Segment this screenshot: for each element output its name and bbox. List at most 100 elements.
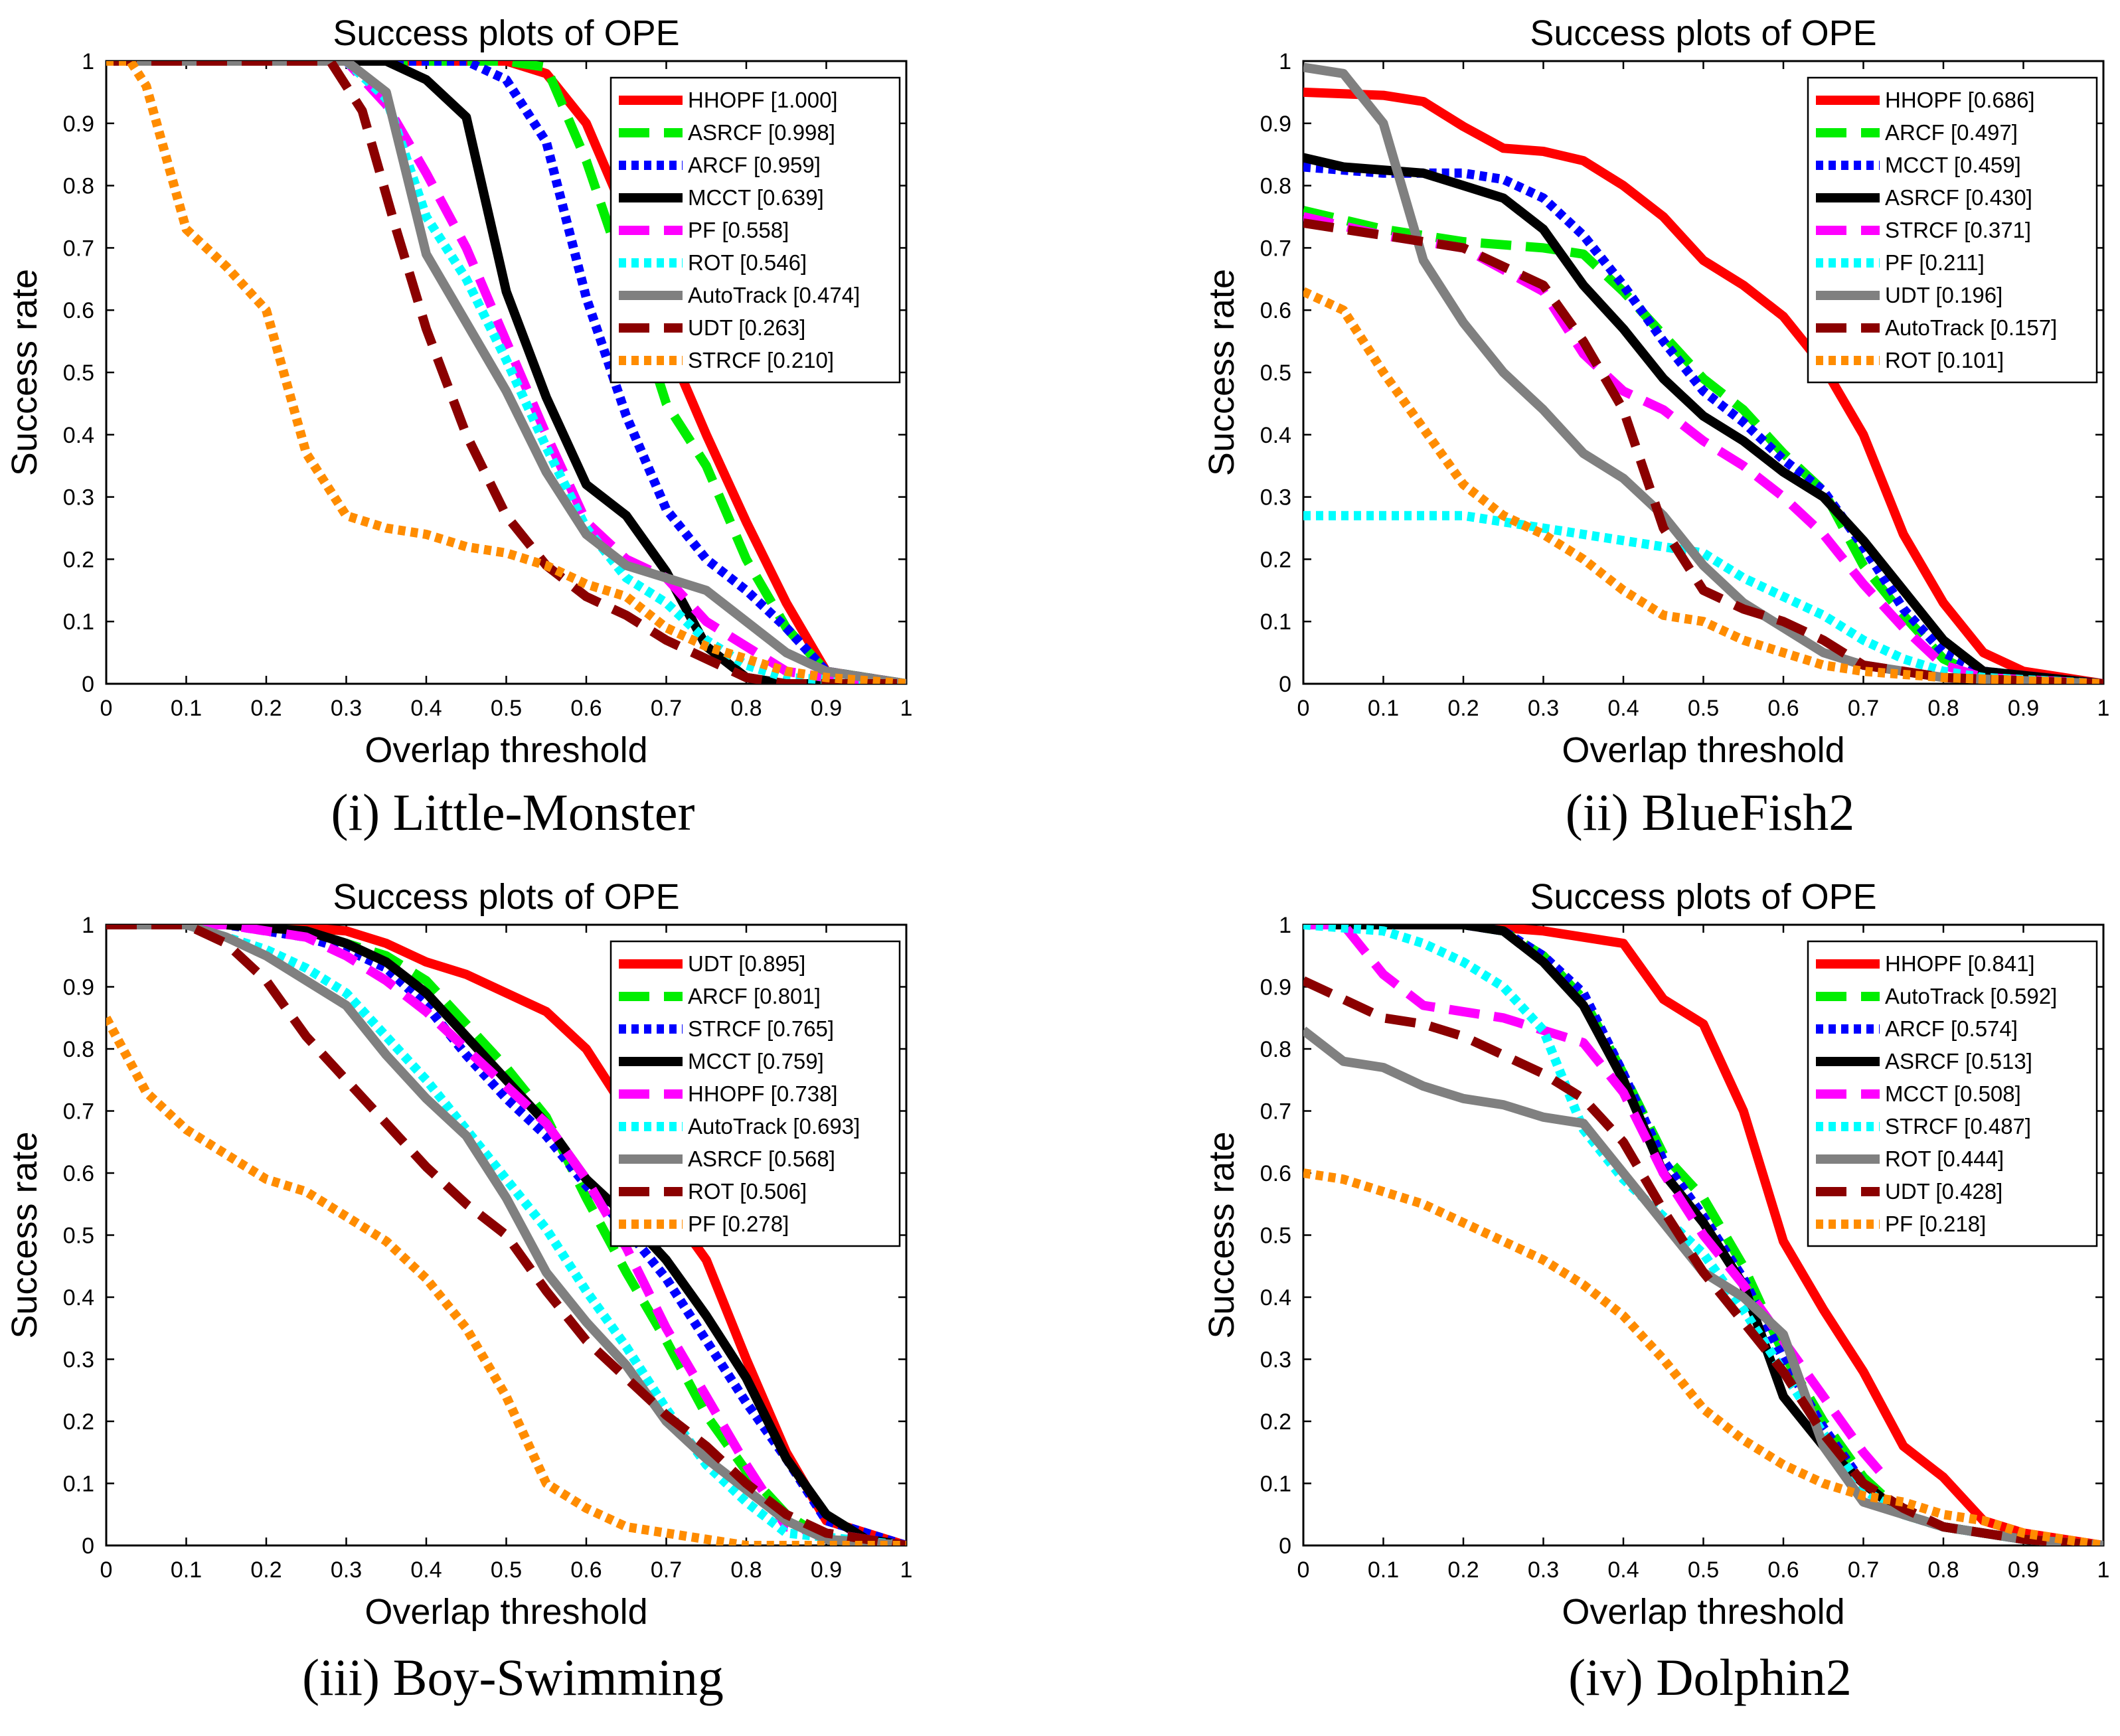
- x-tick-label: 0.4: [410, 1557, 442, 1583]
- y-tick-label: 0: [82, 1534, 94, 1559]
- panel-caption: (iv) Dolphin2: [1568, 1648, 1852, 1706]
- x-tick-label: 0.7: [651, 1557, 682, 1583]
- legend-entry: ASRCF [0.430]: [1885, 185, 2032, 210]
- legend-entry: ARCF [0.497]: [1885, 120, 2018, 145]
- legend-box: [610, 940, 901, 1247]
- x-tick-label: 0.3: [1528, 1557, 1559, 1583]
- legend-entry: AutoTrack [0.592]: [1885, 984, 2057, 1008]
- legend-entry: HHOPF [1.000]: [688, 88, 838, 112]
- series-line-asrcf: [1303, 153, 2103, 684]
- y-tick-label: 0.5: [63, 360, 94, 386]
- series-line-hhopf: [106, 925, 906, 1545]
- x-tick-label: 0.5: [491, 1557, 522, 1583]
- y-tick-label: 0.5: [63, 1223, 94, 1249]
- y-tick-label: 0.6: [1260, 298, 1291, 323]
- x-tick-label: 0.1: [1368, 696, 1399, 721]
- x-tick-label: 0: [1297, 696, 1310, 721]
- x-tick-label: 0.7: [1848, 696, 1879, 721]
- series-line-asrcf: [106, 61, 906, 684]
- x-tick-label: 0.9: [811, 1557, 842, 1583]
- series-line-hhopf: [1303, 87, 2103, 684]
- legend-entry: ARCF [0.574]: [1885, 1016, 2018, 1041]
- x-tick-label: 0.1: [171, 696, 202, 721]
- x-tick-label: 0.8: [1927, 1557, 1959, 1583]
- chart-title: Success plots of OPE: [1530, 13, 1876, 53]
- y-tick-label: 0.2: [1260, 547, 1291, 572]
- x-tick-label: 0.3: [331, 1557, 362, 1583]
- panel-caption: (ii) BlueFish2: [1566, 783, 1855, 841]
- y-tick-label: 0.3: [1260, 1348, 1291, 1373]
- legend-entry: ROT [0.444]: [1885, 1146, 2004, 1171]
- legend-entry: ROT [0.506]: [688, 1179, 807, 1204]
- y-tick-label: 0.1: [1260, 1472, 1291, 1497]
- legend: UDT [0.895] ARCF [0.801] STRCF [0.765] MCCT…: [610, 940, 901, 1247]
- chart-title: Success plots of OPE: [1530, 877, 1876, 917]
- y-axis-label: Success rate: [5, 1131, 44, 1338]
- x-tick-label: 0.4: [1607, 1557, 1639, 1583]
- y-tick-label: 0.6: [63, 1161, 94, 1186]
- y-axis-label: Success rate: [1202, 269, 1242, 476]
- series-line-pf: [1303, 1168, 2103, 1545]
- x-tick-label: 0.1: [171, 1557, 202, 1583]
- series-line-rot: [1303, 287, 2103, 684]
- x-tick-label: 0.8: [730, 696, 762, 721]
- x-tick-label: 1: [900, 696, 913, 721]
- x-tick-label: 0.7: [1848, 1557, 1879, 1583]
- legend-entry: PF [0.278]: [688, 1212, 789, 1236]
- legend-entry: HHOPF [0.738]: [688, 1081, 838, 1106]
- y-tick-label: 0.7: [1260, 236, 1291, 261]
- legend-entry: STRCF [0.487]: [1885, 1114, 2031, 1139]
- legend-entry: MCCT [0.759]: [688, 1049, 824, 1073]
- x-tick-label: 0: [100, 696, 113, 721]
- y-tick-label: 0.6: [1260, 1161, 1291, 1186]
- x-axis-label: Overlap threshold: [365, 1592, 647, 1632]
- y-tick-label: 0.1: [63, 1472, 94, 1497]
- legend-entry: PF [0.211]: [1885, 250, 1985, 275]
- series-line-arcf: [106, 61, 906, 684]
- x-tick-label: 0.3: [1528, 696, 1559, 721]
- y-tick-label: 0.8: [1260, 1037, 1291, 1062]
- x-tick-label: 0.5: [1688, 696, 1719, 721]
- y-tick-label: 1: [1279, 913, 1291, 938]
- x-tick-label: 0.9: [811, 696, 842, 721]
- y-tick-label: 0.5: [1260, 360, 1291, 386]
- legend-entry: ROT [0.101]: [1885, 348, 2004, 372]
- legend: HHOPF [0.841] AutoTrack [0.592] ARCF [0.57…: [1807, 940, 2098, 1247]
- legend-entry: MCCT [0.639]: [688, 185, 824, 210]
- chart-panel: 0 0.1 0.2 0.3 0.4 0.5 0.6 0.7 0.8 0.9 1 0 0.1 0.2 0.3 0…: [5, 13, 912, 841]
- y-tick-label: 0.7: [1260, 1099, 1291, 1125]
- series-line-strcf: [106, 61, 906, 684]
- y-tick-label: 0.9: [63, 975, 94, 1000]
- x-axis-label: Overlap threshold: [1562, 1592, 1844, 1632]
- legend-entry: ARCF [0.959]: [688, 153, 821, 177]
- series-line-autotrack: [1303, 218, 2103, 684]
- chart-panel: 0 0.1 0.2 0.3 0.4 0.5 0.6 0.7 0.8 0.9 1 0 0.1 0.2 0.3 0…: [1202, 13, 2109, 841]
- x-tick-label: 0.4: [1607, 696, 1639, 721]
- y-tick-label: 0.9: [1260, 112, 1291, 137]
- x-tick-label: 0.2: [1447, 1557, 1479, 1583]
- y-tick-label: 0: [1279, 1534, 1291, 1559]
- legend-box: [610, 76, 901, 384]
- legend: HHOPF [0.686] ARCF [0.497] MCCT [0.459] ASR…: [1807, 76, 2098, 384]
- x-tick-label: 0.5: [491, 696, 522, 721]
- legend-entry: AutoTrack [0.157]: [1885, 315, 2057, 340]
- chart-panel: 0 0.1 0.2 0.3 0.4 0.5 0.6 0.7 0.8 0.9 1 0 0.1 0.2 0.3 0…: [5, 877, 912, 1706]
- y-tick-label: 0.1: [63, 609, 94, 635]
- legend-entry: ASRCF [0.513]: [1885, 1049, 2032, 1073]
- panel-caption: (i) Little-Monster: [331, 783, 694, 841]
- x-tick-label: 0.1: [1368, 1557, 1399, 1583]
- legend-entry: ARCF [0.801]: [688, 984, 821, 1008]
- series-line-arcf: [1303, 206, 2103, 684]
- y-tick-label: 0.9: [63, 112, 94, 137]
- y-tick-label: 0.4: [1260, 1285, 1291, 1310]
- x-tick-label: 0.2: [1447, 696, 1479, 721]
- y-tick-label: 0.2: [1260, 1409, 1291, 1435]
- legend-entry: ASRCF [0.998]: [688, 120, 835, 145]
- legend-entry: STRCF [0.210]: [688, 348, 834, 372]
- legend-entry: MCCT [0.459]: [1885, 153, 2021, 177]
- y-axis-label: Success rate: [5, 269, 44, 476]
- series-line-udt: [1303, 976, 2103, 1545]
- series-line-autotrack: [106, 925, 906, 1545]
- x-tick-label: 0.2: [250, 696, 282, 721]
